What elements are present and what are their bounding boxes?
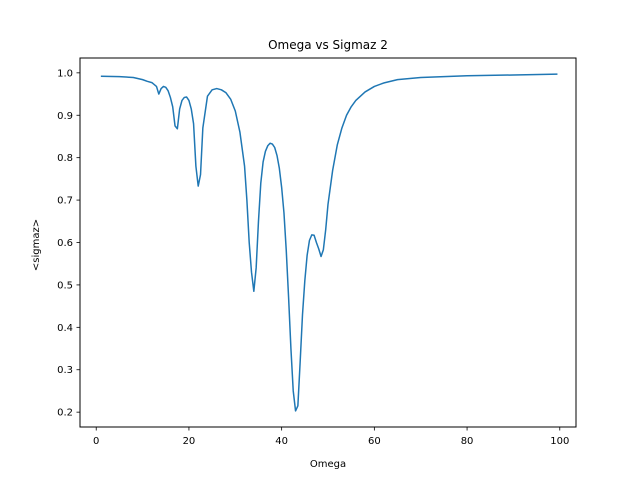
- y-tick-label: 0.4: [57, 323, 73, 334]
- data-series: [100, 73, 558, 412]
- x-tick-label: 60: [368, 436, 381, 447]
- y-tick-label: 0.3: [57, 365, 73, 376]
- x-tick-label: 80: [461, 436, 474, 447]
- y-tick-label: 1.0: [57, 68, 73, 79]
- chart-title: Omega vs Sigmaz 2: [268, 38, 388, 52]
- x-axis: 0 20 40 60 80 100: [93, 427, 569, 447]
- y-tick-label: 0.7: [57, 196, 73, 207]
- y-tick-label: 0.2: [57, 408, 73, 419]
- x-tick-label: 20: [183, 436, 196, 447]
- y-axis-label: <sigmaz>: [31, 219, 42, 271]
- y-tick-label: 0.6: [57, 238, 73, 249]
- y-tick-label: 0.8: [57, 153, 73, 164]
- y-tick-label: 0.5: [57, 280, 73, 291]
- x-tick-label: 0: [93, 436, 99, 447]
- x-tick-label: 100: [550, 436, 569, 447]
- series-line: [100, 73, 558, 412]
- x-axis-label: Omega: [310, 459, 346, 470]
- y-tick-label: 0.9: [57, 111, 73, 122]
- y-axis: 0.2 0.3 0.4 0.5 0.6 0.7 0.8 0.9 1.0: [57, 68, 80, 419]
- x-tick-label: 40: [275, 436, 288, 447]
